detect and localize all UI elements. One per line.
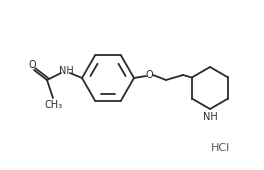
Text: O: O xyxy=(145,70,153,80)
Text: O: O xyxy=(28,60,36,70)
Text: HCl: HCl xyxy=(210,143,230,153)
Text: CH₃: CH₃ xyxy=(45,100,63,110)
Text: NH: NH xyxy=(203,112,217,122)
Text: NH: NH xyxy=(59,66,73,76)
